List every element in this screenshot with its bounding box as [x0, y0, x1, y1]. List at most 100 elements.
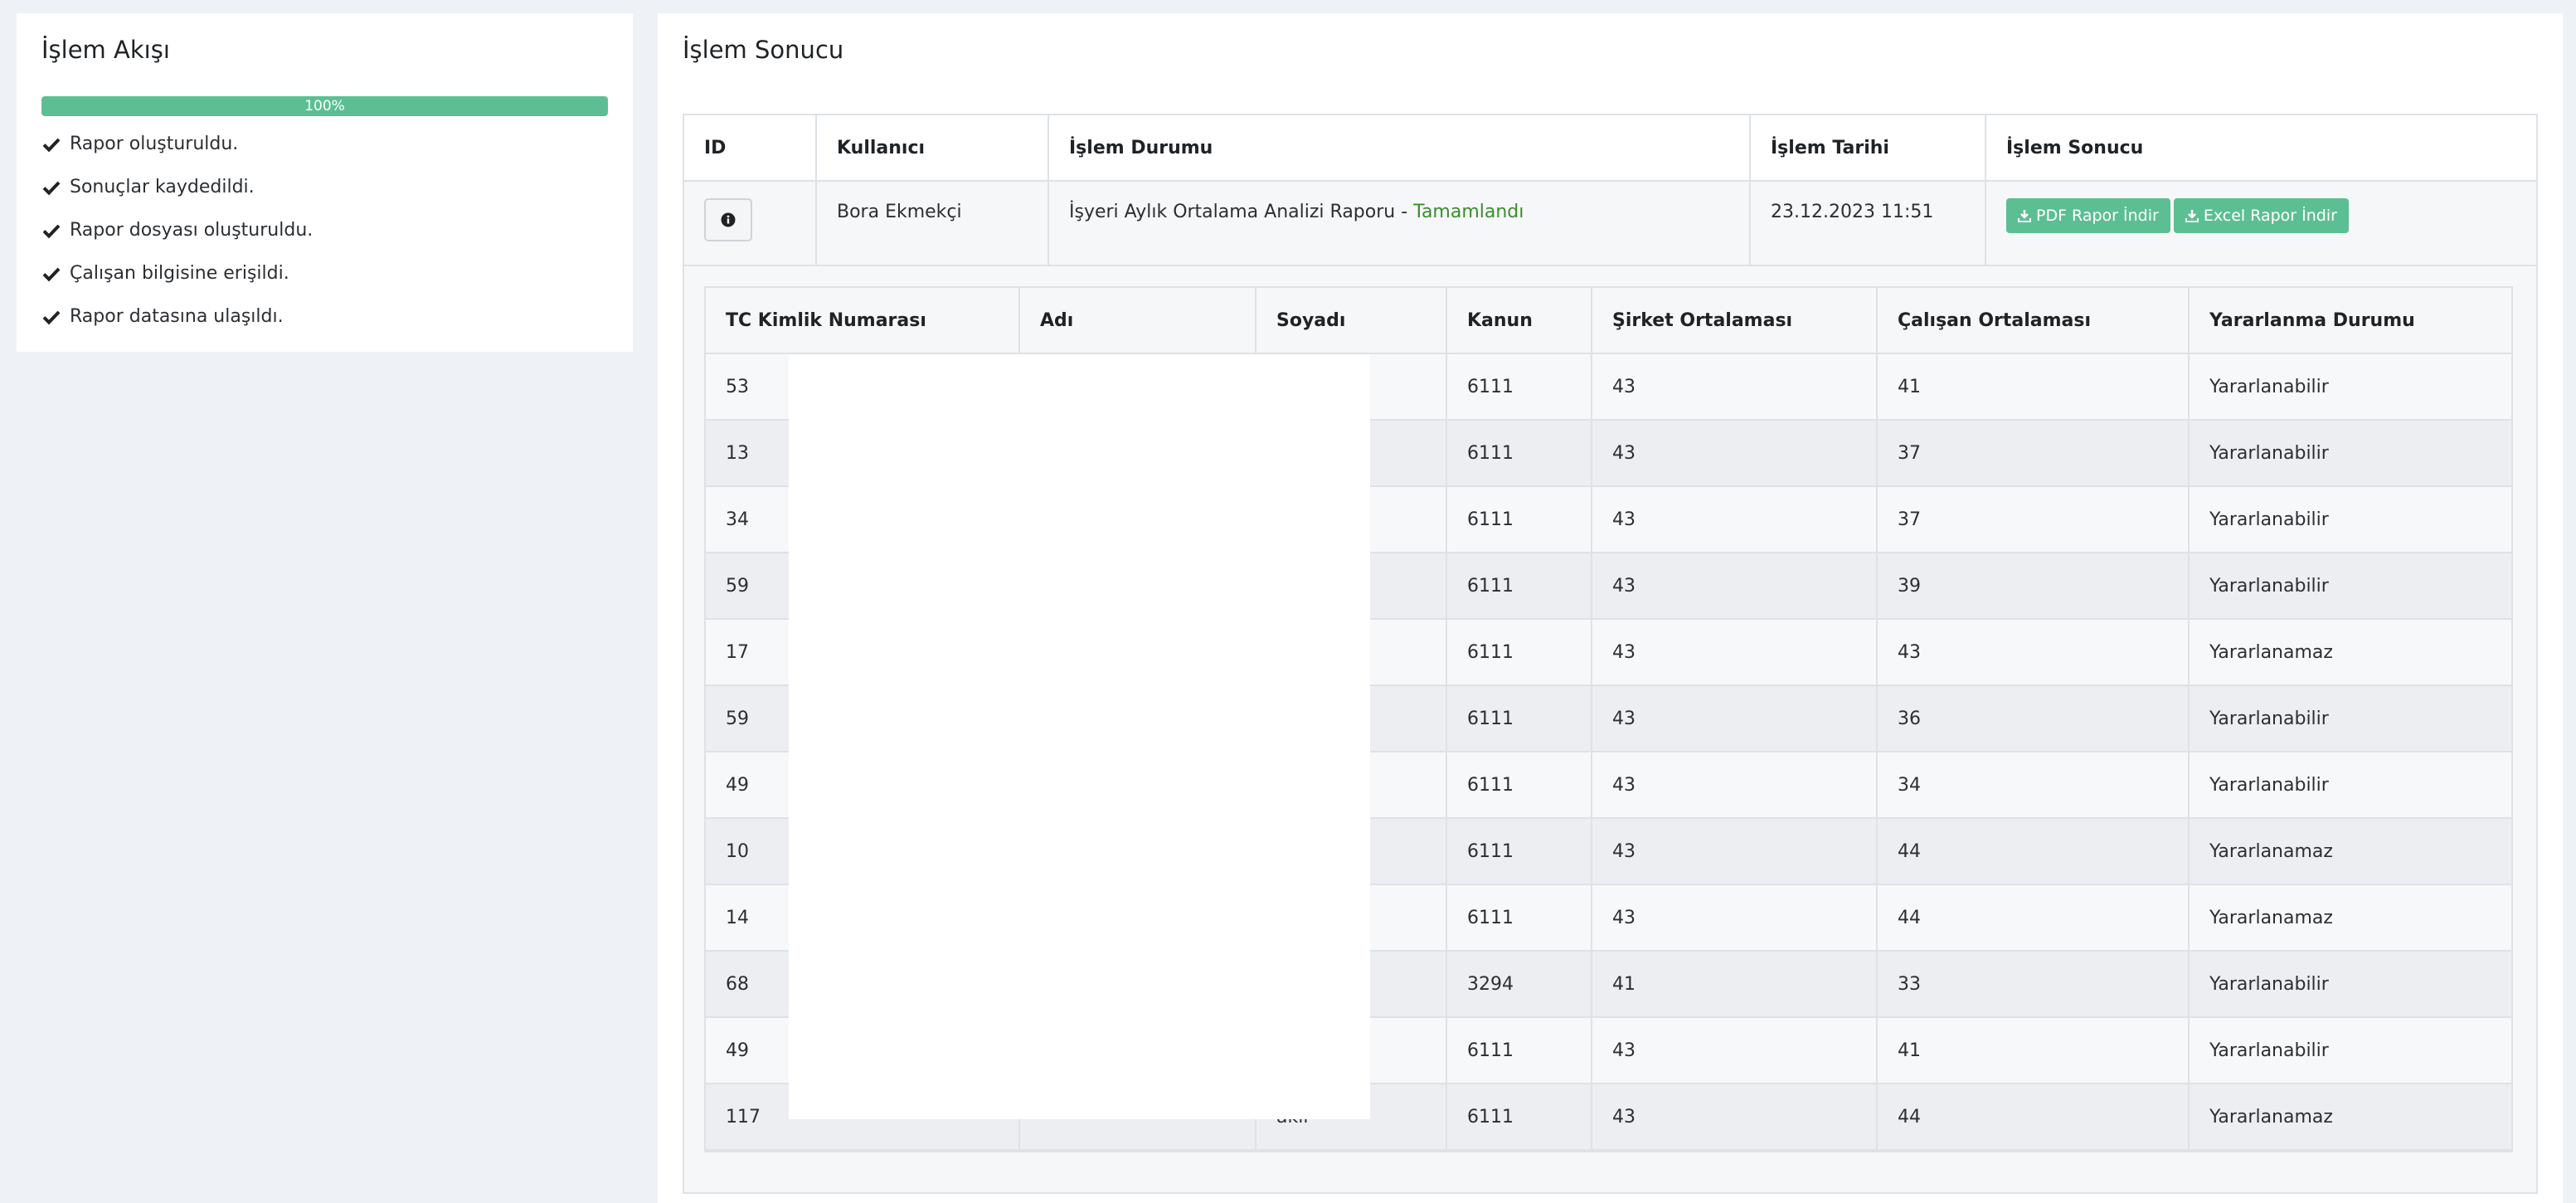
check-icon: [41, 264, 61, 284]
header-status: İşlem Durumu: [1049, 115, 1751, 180]
cell-kanun: 6111: [1447, 752, 1592, 817]
cell-calisan: 37: [1878, 421, 2190, 485]
detail-wrapper: TC Kimlik Numarası Adı Soyadı Kanun Şirk…: [684, 266, 2536, 1192]
status-state: Tamamlandı: [1413, 202, 1524, 222]
flow-step: Sonuçlar kaydedildi.: [41, 166, 608, 209]
cell-sirket: 43: [1592, 885, 1878, 950]
header-kanun: Kanun: [1447, 288, 1592, 353]
cell-calisan: 44: [1878, 885, 2190, 950]
user-cell: Bora Ekmekçi: [817, 182, 1049, 265]
cell-sirket: 43: [1592, 553, 1878, 618]
cell-sirket: 43: [1592, 752, 1878, 817]
header-date: İşlem Tarihi: [1751, 115, 1986, 180]
check-icon: [41, 307, 61, 327]
download-icon: [2185, 210, 2199, 222]
cell-durum: Yararlanabilir: [2209, 442, 2329, 464]
cell-sirket: 41: [1592, 952, 1878, 1016]
download-icon: [2018, 210, 2031, 222]
header-ad: Adı: [1020, 288, 1256, 353]
cell-durum: Yararlanabilir: [2209, 376, 2329, 397]
cell-calisan: 41: [1878, 354, 2190, 419]
header-durum: Yararlanma Durumu: [2209, 309, 2415, 331]
flow-title: İşlem Akışı: [41, 36, 170, 64]
cell-durum: Yararlanabilir: [2209, 1040, 2329, 1061]
cell-sirket: 43: [1592, 620, 1878, 684]
cell-kanun: 6111: [1447, 1018, 1592, 1083]
excel-download-button[interactable]: Excel Rapor İndir: [2173, 198, 2349, 233]
flow-step: Rapor oluşturuldu.: [41, 123, 608, 166]
result-title: İşlem Sonucu: [683, 36, 844, 64]
cell-calisan: 44: [1878, 1084, 2190, 1149]
cell-kanun: 6111: [1447, 487, 1592, 552]
process-flow-card: İşlem Akışı 100% Rapor oluşturuldu. Sonu…: [17, 13, 633, 352]
cell-sirket: 43: [1592, 354, 1878, 419]
detail-table-body: 53n61114341Yararlanabilir13r61114337Yara…: [706, 354, 2511, 1151]
header-result: İşlem Sonucu: [2006, 137, 2144, 158]
cell-kanun: 6111: [1447, 819, 1592, 884]
info-button[interactable]: [704, 198, 752, 241]
cell-kanun: 6111: [1447, 885, 1592, 950]
cell-calisan: 41: [1878, 1018, 2190, 1083]
cell-kanun: 3294: [1447, 952, 1592, 1016]
header-tc: TC Kimlik Numarası: [706, 288, 1020, 353]
cell-kanun: 6111: [1447, 421, 1592, 485]
cell-durum: Yararlanabilir: [2209, 575, 2329, 597]
cell-sirket: 43: [1592, 1084, 1878, 1149]
header-soyad: Soyadı: [1256, 288, 1447, 353]
cell-kanun: 6111: [1447, 620, 1592, 684]
check-icon: [41, 221, 61, 241]
header-id: ID: [684, 115, 817, 180]
result-table: ID Kullanıcı İşlem Durumu İşlem Tarihi İ…: [683, 114, 2538, 1194]
result-table-header: ID Kullanıcı İşlem Durumu İşlem Tarihi İ…: [684, 115, 2536, 182]
cell-sirket: 43: [1592, 819, 1878, 884]
flow-steps: Rapor oluşturuldu. Sonuçlar kaydedildi. …: [41, 123, 608, 338]
cell-soyad: [1256, 1018, 1447, 1083]
status-text: İşyeri Aylık Ortalama Analizi Raporu -: [1069, 202, 1414, 222]
flow-step-label: Rapor datasına ulaşıldı.: [70, 306, 284, 328]
header-user: Kullanıcı: [817, 115, 1049, 180]
cell-durum: Yararlanabilir: [2209, 509, 2329, 530]
cell-calisan: 44: [1878, 819, 2190, 884]
result-table-row: Bora Ekmekçi İşyeri Aylık Ortalama Anali…: [684, 182, 2536, 266]
cell-sirket: 43: [1592, 487, 1878, 552]
status-cell: İşyeri Aylık Ortalama Analizi Raporu - T…: [1049, 182, 1751, 265]
result-cell: PDF Rapor İndir Excel Rapor İndir: [1986, 182, 2536, 265]
flow-step: Çalışan bilgisine erişildi.: [41, 252, 608, 295]
detail-table-header: TC Kimlik Numarası Adı Soyadı Kanun Şirk…: [706, 288, 2511, 354]
flow-step-label: Çalışan bilgisine erişildi.: [70, 263, 289, 285]
header-calisan: Çalışan Ortalaması: [1878, 288, 2190, 353]
cell-durum: Yararlanamaz: [2209, 907, 2333, 928]
flow-step-label: Rapor dosyası oluşturuldu.: [70, 220, 313, 241]
cell-calisan: 36: [1878, 686, 2190, 751]
cell-kanun: 6111: [1447, 354, 1592, 419]
cell-durum: Yararlanabilir: [2209, 708, 2329, 729]
cell-calisan: 33: [1878, 952, 2190, 1016]
cell-durum: Yararlanabilir: [2209, 973, 2329, 995]
cell-kanun: 6111: [1447, 686, 1592, 751]
process-result-card: İşlem Sonucu ID Kullanıcı İşlem Durumu İ…: [658, 13, 2563, 1203]
cell-soyad: [1256, 885, 1447, 950]
cell-durum: Yararlanamaz: [2209, 840, 2333, 862]
cell-sirket: 43: [1592, 1018, 1878, 1083]
cell-durum: Yararlanabilir: [2209, 774, 2329, 796]
cell-durum: Yararlanamaz: [2209, 1106, 2333, 1128]
pdf-download-button[interactable]: PDF Rapor İndir: [2006, 198, 2170, 233]
pdf-download-label: PDF Rapor İndir: [2036, 207, 2159, 225]
flow-step-label: Rapor oluşturuldu.: [70, 134, 239, 155]
flow-step: Rapor dosyası oluşturuldu.: [41, 209, 608, 252]
date-cell: 23.12.2023 11:51: [1751, 182, 1986, 265]
cell-calisan: 37: [1878, 487, 2190, 552]
cell-calisan: 34: [1878, 752, 2190, 817]
id-cell: [684, 182, 817, 265]
cell-sirket: 43: [1592, 686, 1878, 751]
cell-kanun: 6111: [1447, 1084, 1592, 1149]
flow-step-label: Sonuçlar kaydedildi.: [70, 177, 255, 198]
cell-calisan: 43: [1878, 620, 2190, 684]
flow-step: Rapor datasına ulaşıldı.: [41, 295, 608, 338]
info-icon: [721, 212, 736, 227]
progress-bar: 100%: [41, 95, 608, 116]
excel-download-label: Excel Rapor İndir: [2203, 207, 2337, 225]
detail-table: TC Kimlik Numarası Adı Soyadı Kanun Şirk…: [704, 286, 2513, 1152]
progress-fill: 100%: [41, 95, 608, 116]
redaction-overlay: [789, 354, 1370, 1119]
